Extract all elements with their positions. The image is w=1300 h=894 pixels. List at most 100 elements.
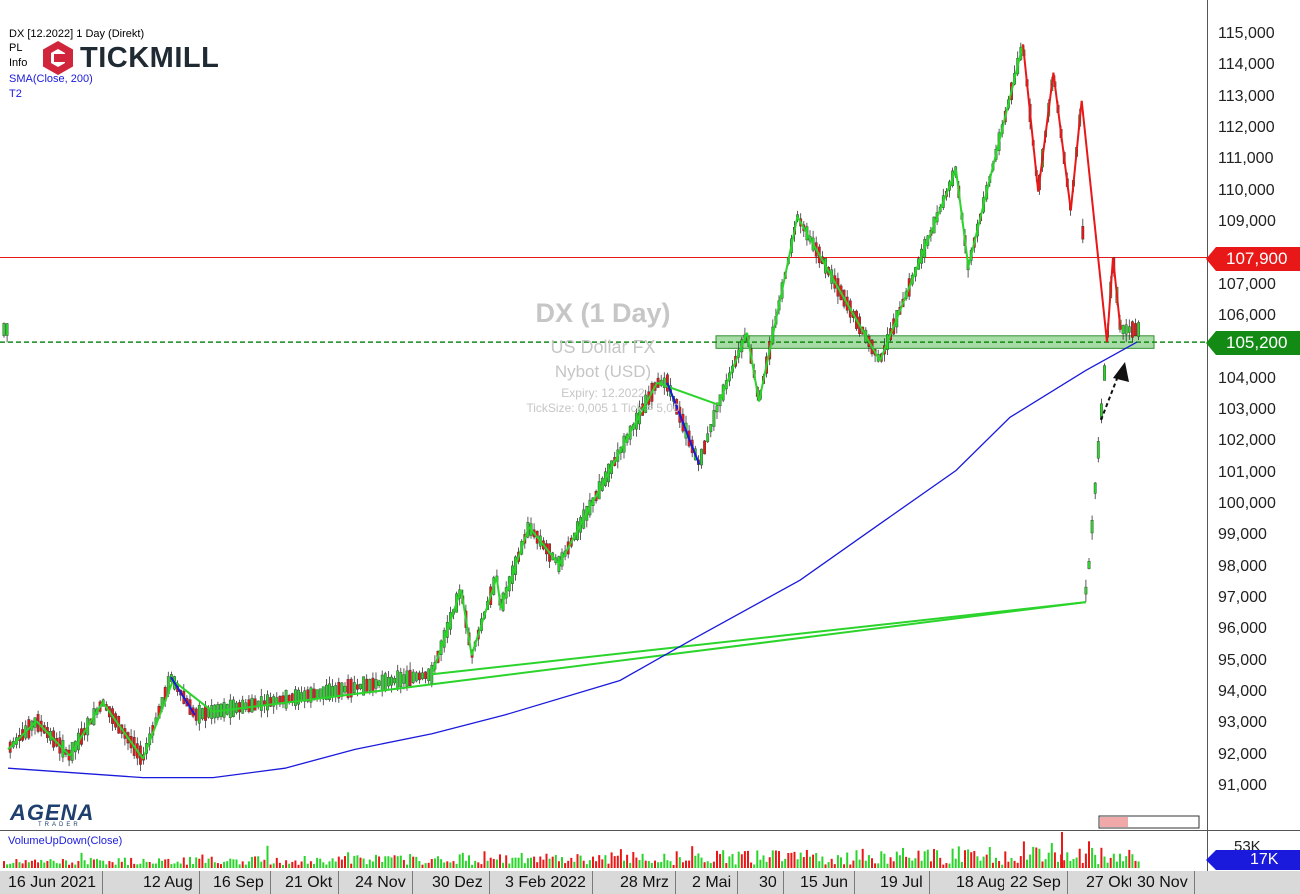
candle-body bbox=[250, 697, 254, 713]
volume-bar bbox=[545, 853, 548, 868]
volume-bar bbox=[49, 859, 52, 868]
volume-bar bbox=[309, 861, 312, 868]
candle-body bbox=[238, 702, 241, 713]
candle-body bbox=[269, 697, 272, 707]
volume-bar bbox=[223, 861, 226, 868]
volume-bar bbox=[759, 859, 762, 868]
volume-bar bbox=[874, 863, 877, 868]
volume-bar bbox=[195, 857, 198, 868]
price-tick-label: 115,000 bbox=[1218, 25, 1275, 42]
volume-bar bbox=[694, 855, 697, 868]
volume-bar bbox=[632, 852, 635, 868]
volume-bar bbox=[495, 859, 498, 868]
volume-bar bbox=[967, 849, 970, 868]
volume-bar bbox=[272, 863, 275, 868]
volume-bar bbox=[833, 864, 836, 868]
volume-bar bbox=[867, 855, 870, 868]
agena-logo-sub: TRADER bbox=[38, 822, 81, 828]
candle-body bbox=[2, 323, 6, 337]
volume-bar bbox=[402, 859, 405, 868]
volume-bar bbox=[9, 863, 12, 868]
candle-body bbox=[318, 688, 322, 699]
volume-bar bbox=[396, 856, 399, 868]
candle-body bbox=[253, 698, 257, 711]
candle-body bbox=[368, 678, 372, 691]
price-tick-label: 98,000 bbox=[1218, 557, 1267, 575]
date-axis-label: 30 Dez bbox=[426, 871, 490, 894]
price-tick-label: 97,000 bbox=[1218, 589, 1267, 606]
candle-body bbox=[700, 448, 703, 466]
pl-label[interactable]: PL bbox=[9, 42, 23, 54]
volume-bar bbox=[1109, 857, 1112, 868]
candle-body bbox=[241, 699, 245, 714]
candle-body bbox=[703, 440, 707, 455]
candle-body bbox=[1087, 561, 1091, 569]
volume-bar bbox=[762, 855, 765, 868]
date-axis[interactable]: 16 Jun 2021 12 Aug 16 Sep 21 Okt 24 Nov 30 De… bbox=[0, 871, 1300, 894]
volume-bar bbox=[359, 857, 362, 868]
volume-bar bbox=[895, 851, 898, 868]
t2-swing-segment bbox=[431, 601, 1087, 676]
volume-bar bbox=[1094, 854, 1097, 868]
volume-bar bbox=[43, 862, 46, 868]
volume-bar bbox=[505, 855, 508, 868]
candle-body bbox=[325, 684, 328, 700]
volume-bar bbox=[635, 857, 638, 868]
volume-bar bbox=[929, 861, 932, 868]
volume-bar bbox=[58, 863, 61, 868]
sma-indicator-label[interactable]: SMA(Close, 200) bbox=[9, 73, 93, 85]
volume-bar bbox=[117, 858, 120, 868]
candle-body bbox=[328, 683, 331, 700]
watermark-exchange: Nybot (USD) bbox=[554, 362, 652, 381]
price-tick-label: 107,000 bbox=[1218, 275, 1276, 293]
volume-bar bbox=[6, 864, 9, 868]
volume-bar bbox=[619, 849, 622, 868]
candle-body bbox=[306, 689, 310, 702]
volume-bar bbox=[1100, 847, 1103, 868]
volume-bar bbox=[55, 863, 58, 868]
t2-down-segment bbox=[1022, 44, 1040, 192]
candle-body bbox=[259, 696, 263, 711]
price-tick-label: 100,000 bbox=[1218, 495, 1276, 512]
candle-body bbox=[272, 696, 276, 707]
tickmill-logo-icon bbox=[43, 41, 73, 75]
volume-bar bbox=[1066, 852, 1069, 868]
price-tick-label: 99,000 bbox=[1218, 526, 1267, 544]
volume-bar bbox=[700, 857, 703, 868]
volume-bar bbox=[796, 859, 799, 868]
volume-bar bbox=[917, 850, 920, 868]
volume-bar bbox=[260, 861, 263, 868]
volume-bar bbox=[325, 864, 328, 868]
volume-bar bbox=[564, 863, 567, 868]
candle-body bbox=[200, 708, 204, 720]
volume-bar bbox=[1053, 852, 1056, 868]
volume-bar bbox=[1112, 853, 1115, 868]
volume-bar bbox=[1125, 856, 1128, 868]
volume-bar bbox=[979, 860, 982, 868]
candle-body bbox=[1081, 226, 1085, 240]
volume-bar bbox=[548, 858, 551, 868]
t2-up-segment bbox=[717, 332, 748, 406]
candle-body bbox=[359, 683, 362, 690]
volume-bar bbox=[151, 863, 154, 868]
volume-bar bbox=[238, 864, 241, 868]
volume-bar bbox=[328, 861, 331, 868]
candle-body bbox=[418, 672, 421, 681]
volume-bar bbox=[511, 857, 514, 868]
volume-bar bbox=[486, 860, 489, 868]
volume-bar bbox=[130, 857, 133, 868]
date-axis-label: 30 Nov bbox=[1131, 871, 1195, 894]
info-label[interactable]: Info bbox=[9, 57, 28, 69]
volume-bar bbox=[719, 854, 722, 868]
volume-bar bbox=[254, 856, 257, 868]
volume-indicator-label[interactable]: VolumeUpDown(Close) bbox=[8, 835, 123, 847]
resistance-price-tag: 107,900 bbox=[1226, 249, 1288, 268]
volume-bar bbox=[880, 851, 883, 868]
volume-bar bbox=[849, 864, 852, 868]
candle-body bbox=[393, 678, 396, 684]
t2-indicator-label[interactable]: T2 bbox=[9, 88, 22, 100]
candle-body bbox=[659, 379, 663, 386]
volume-bar bbox=[1004, 851, 1007, 868]
candle-body bbox=[377, 680, 381, 686]
